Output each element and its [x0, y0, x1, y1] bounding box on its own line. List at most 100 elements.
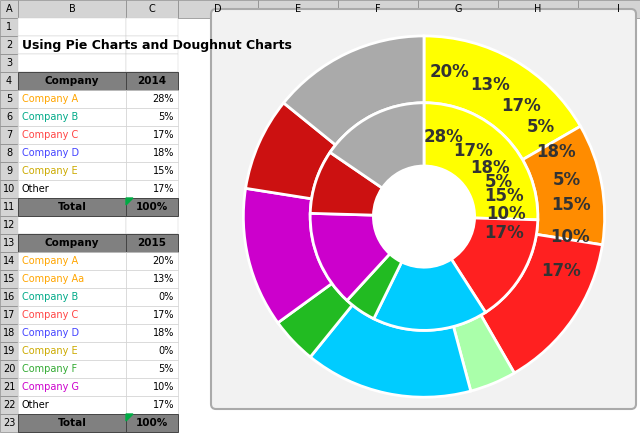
Bar — [0, 126, 18, 144]
Bar — [126, 414, 178, 432]
Text: 17%: 17% — [541, 262, 581, 279]
Text: 20: 20 — [3, 364, 15, 374]
Bar — [0, 288, 18, 306]
Text: G: G — [454, 4, 461, 14]
Text: Company C: Company C — [22, 130, 78, 140]
Bar — [578, 0, 640, 18]
Bar — [18, 414, 126, 432]
Bar — [18, 306, 126, 324]
Text: 5: 5 — [6, 94, 12, 104]
Bar — [18, 324, 126, 342]
Bar — [126, 216, 178, 234]
Bar — [18, 180, 126, 198]
Text: 2015: 2015 — [138, 238, 166, 248]
Bar — [18, 90, 126, 108]
Bar — [126, 396, 178, 414]
Text: Company B: Company B — [22, 112, 78, 122]
Bar — [126, 54, 178, 72]
Bar — [0, 360, 18, 378]
Text: 17%: 17% — [152, 310, 174, 320]
Bar — [18, 306, 126, 324]
Bar — [126, 378, 178, 396]
Text: 18%: 18% — [470, 159, 510, 177]
Wedge shape — [424, 36, 580, 160]
Wedge shape — [246, 103, 335, 199]
Bar — [18, 144, 126, 162]
Bar — [18, 180, 126, 198]
Text: 0%: 0% — [159, 346, 174, 356]
Text: 2: 2 — [6, 40, 12, 50]
Bar — [18, 342, 126, 360]
Bar — [0, 252, 18, 270]
Text: 20%: 20% — [429, 63, 470, 80]
Text: B: B — [68, 4, 76, 14]
Text: Company C: Company C — [22, 310, 78, 320]
Bar — [0, 414, 18, 432]
Bar — [18, 162, 126, 180]
Bar — [0, 18, 18, 36]
Text: 17%: 17% — [152, 184, 174, 194]
Bar — [18, 126, 126, 144]
Text: A: A — [6, 4, 12, 14]
Bar — [18, 342, 126, 360]
Text: 6: 6 — [6, 112, 12, 122]
Bar — [0, 396, 18, 414]
Bar — [126, 270, 178, 288]
Bar — [0, 108, 18, 126]
Text: 17%: 17% — [152, 130, 174, 140]
Bar — [126, 72, 178, 90]
Bar — [126, 306, 178, 324]
Text: I: I — [616, 4, 620, 14]
Text: 10%: 10% — [486, 205, 526, 223]
Wedge shape — [278, 283, 353, 357]
Bar — [126, 270, 178, 288]
Polygon shape — [126, 414, 133, 421]
Text: 28%: 28% — [424, 128, 464, 146]
Text: Total: Total — [58, 418, 86, 428]
Text: H: H — [534, 4, 541, 14]
Bar — [18, 198, 126, 216]
Text: 18: 18 — [3, 328, 15, 338]
Bar — [0, 0, 18, 18]
Bar — [126, 180, 178, 198]
Bar — [126, 324, 178, 342]
Bar — [0, 180, 18, 198]
Bar — [0, 72, 18, 90]
Bar — [126, 180, 178, 198]
Bar — [18, 270, 126, 288]
Bar — [18, 90, 126, 108]
Text: 28%: 28% — [152, 94, 174, 104]
Bar — [18, 216, 126, 234]
Text: C: C — [148, 4, 156, 14]
Bar — [0, 342, 18, 360]
Wedge shape — [454, 315, 515, 391]
Bar — [126, 306, 178, 324]
Bar — [126, 108, 178, 126]
Text: Company F: Company F — [22, 364, 77, 374]
Bar — [126, 252, 178, 270]
Text: 22: 22 — [3, 400, 15, 410]
Bar — [126, 108, 178, 126]
Text: 1: 1 — [6, 22, 12, 32]
Text: 3: 3 — [6, 58, 12, 68]
Text: 100%: 100% — [136, 418, 168, 428]
Bar — [126, 288, 178, 306]
Text: 10%: 10% — [550, 228, 589, 246]
Text: 15%: 15% — [551, 196, 591, 214]
Text: Company A: Company A — [22, 94, 78, 104]
Text: 19: 19 — [3, 346, 15, 356]
Bar — [18, 162, 126, 180]
Bar — [18, 288, 126, 306]
Bar — [126, 396, 178, 414]
Bar — [126, 234, 178, 252]
Text: Other: Other — [22, 400, 50, 410]
Text: 100%: 100% — [136, 202, 168, 212]
Wedge shape — [310, 152, 382, 215]
Bar — [126, 162, 178, 180]
Bar — [0, 36, 18, 54]
Bar — [18, 414, 126, 432]
Bar — [18, 396, 126, 414]
Bar — [0, 216, 18, 234]
Wedge shape — [424, 103, 538, 220]
Wedge shape — [310, 213, 390, 301]
